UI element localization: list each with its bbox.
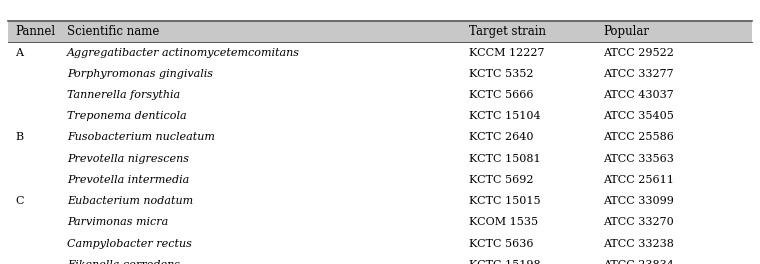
Text: Eikenella corrodens: Eikenella corrodens [67, 260, 180, 264]
Text: ATCC 25586: ATCC 25586 [603, 133, 674, 143]
Text: A: A [15, 48, 23, 58]
Text: Prevotella intermedia: Prevotella intermedia [67, 175, 189, 185]
Text: ATCC 33277: ATCC 33277 [603, 69, 674, 79]
Text: KCTC 5692: KCTC 5692 [470, 175, 534, 185]
Text: KCTC 2640: KCTC 2640 [470, 133, 534, 143]
Text: Scientific name: Scientific name [67, 25, 160, 38]
Text: Campylobacter rectus: Campylobacter rectus [67, 238, 192, 248]
Text: Porphyromonas gingivalis: Porphyromonas gingivalis [67, 69, 214, 79]
Text: ATCC 43037: ATCC 43037 [603, 90, 674, 100]
Text: ATCC 33099: ATCC 33099 [603, 196, 674, 206]
Text: ATCC 35405: ATCC 35405 [603, 111, 674, 121]
Text: Treponema denticola: Treponema denticola [67, 111, 187, 121]
Text: KCCM 12227: KCCM 12227 [470, 48, 545, 58]
Bar [8, 21, 752, 42]
Text: KCTC 15081: KCTC 15081 [470, 154, 541, 164]
Text: Tannerella forsythia: Tannerella forsythia [67, 90, 180, 100]
Text: ATCC 29522: ATCC 29522 [603, 48, 674, 58]
Text: Prevotella nigrescens: Prevotella nigrescens [67, 154, 189, 164]
Text: C: C [15, 196, 24, 206]
Text: KCTC 15015: KCTC 15015 [470, 196, 541, 206]
Text: KCTC 15104: KCTC 15104 [470, 111, 541, 121]
Text: Fusobacterium nucleatum: Fusobacterium nucleatum [67, 133, 215, 143]
Text: Aggregatibacter actinomycetemcomitans: Aggregatibacter actinomycetemcomitans [67, 48, 300, 58]
Text: B: B [15, 133, 23, 143]
Text: Target strain: Target strain [470, 25, 546, 38]
Text: Pannel: Pannel [15, 25, 55, 38]
Text: ATCC 33563: ATCC 33563 [603, 154, 674, 164]
Text: ATCC 33270: ATCC 33270 [603, 217, 674, 227]
Text: KCOM 1535: KCOM 1535 [470, 217, 539, 227]
Text: ATCC 33238: ATCC 33238 [603, 238, 674, 248]
Text: Popular: Popular [603, 25, 650, 38]
Text: KCTC 5352: KCTC 5352 [470, 69, 534, 79]
Text: KCTC 5636: KCTC 5636 [470, 238, 534, 248]
Text: Parvimonas micra: Parvimonas micra [67, 217, 169, 227]
Text: ATCC 25611: ATCC 25611 [603, 175, 674, 185]
Text: ATCC 23834: ATCC 23834 [603, 260, 674, 264]
Text: KCTC 5666: KCTC 5666 [470, 90, 534, 100]
Text: Eubacterium nodatum: Eubacterium nodatum [67, 196, 193, 206]
Text: KCTC 15198: KCTC 15198 [470, 260, 541, 264]
